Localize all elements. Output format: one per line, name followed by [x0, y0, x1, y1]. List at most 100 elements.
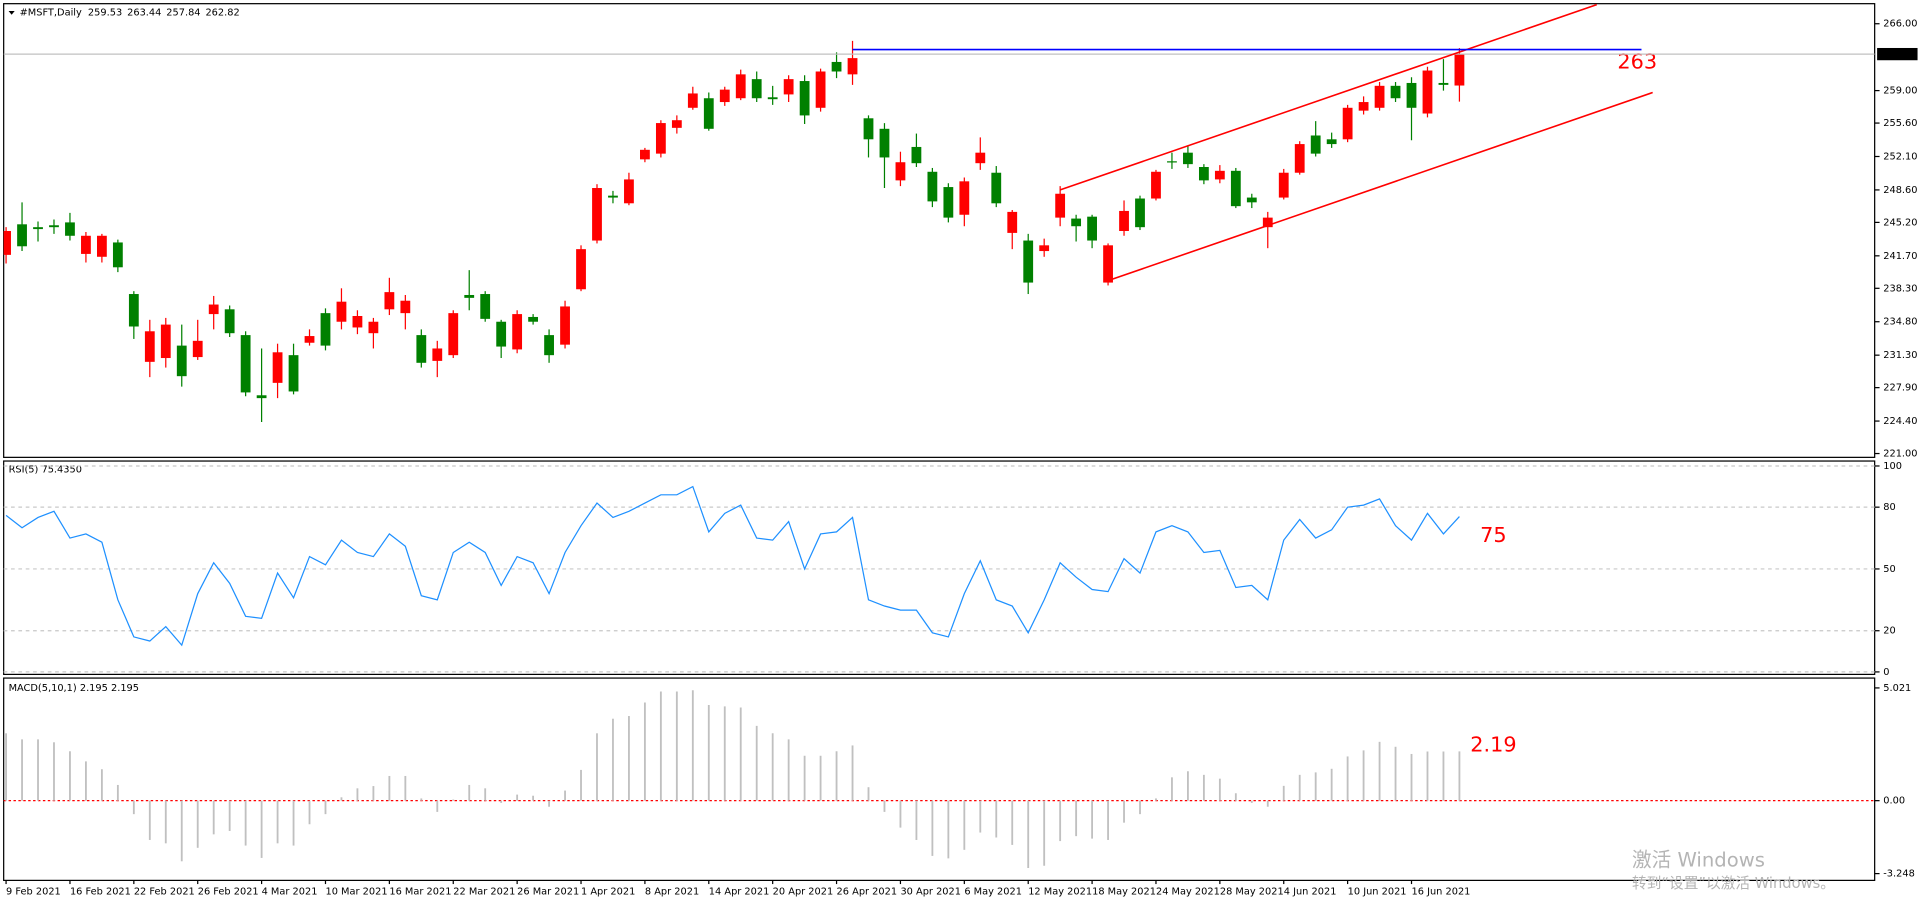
candle-body [751, 79, 762, 99]
y-tick-label: 20 [1883, 626, 1895, 637]
candle-body [65, 222, 75, 236]
candle-body [1358, 102, 1369, 111]
candle-body [783, 79, 794, 95]
candle-body [224, 309, 235, 334]
candle-body [608, 195, 618, 198]
trend-line [1059, 3, 1598, 191]
x-tick-label: 10 Mar 2021 [325, 886, 387, 897]
x-tick-label: 20 Apr 2021 [773, 886, 834, 897]
candle-body [703, 98, 714, 129]
candle-body [1039, 245, 1050, 252]
candle-body [1151, 171, 1161, 199]
y-tick-label: 221.00 [1883, 449, 1917, 460]
y-tick-label: 248.60 [1883, 185, 1917, 196]
x-tick-label: 4 Jun 2021 [1284, 886, 1337, 897]
candle-body [576, 249, 586, 290]
candle-body [975, 152, 986, 164]
candle-body [767, 97, 778, 100]
x-tick-label: 30 Apr 2021 [900, 886, 961, 897]
macd-panel [3, 677, 1876, 881]
candle-body [879, 128, 890, 158]
candle-body [1246, 197, 1257, 203]
x-tick-label: 18 May 2021 [1092, 886, 1156, 897]
menu-arrow [8, 11, 15, 15]
candle-body [1342, 107, 1353, 140]
last-price-label: 262.82 [1881, 49, 1915, 60]
x-tick-label: 9 Feb 2021 [6, 886, 61, 897]
candle-body [735, 74, 746, 99]
header-open: 259.53 [88, 7, 122, 18]
candle-body [991, 172, 1002, 204]
candle-body [384, 292, 395, 310]
x-tick-label: 26 Feb 2021 [198, 886, 259, 897]
x-tick-label: 16 Mar 2021 [389, 886, 451, 897]
candle-body [176, 345, 187, 377]
x-tick-label: 8 Apr 2021 [645, 886, 699, 897]
candle-body [959, 181, 970, 215]
candle-body [1071, 218, 1082, 227]
header-close: 262.82 [205, 7, 239, 18]
watermark: 转到“设置”以激活 Windows。 [1632, 875, 1835, 892]
x-tick-label: 4 Mar 2021 [262, 886, 318, 897]
y-tick-label: 0 [1883, 667, 1889, 678]
candle-body [895, 162, 906, 181]
x-tick-label: 22 Mar 2021 [453, 886, 515, 897]
x-tick-label: 6 May 2021 [964, 886, 1022, 897]
x-tick-label: 24 May 2021 [1156, 886, 1220, 897]
candle-body [160, 324, 171, 359]
y-tick-label: 100 [1883, 461, 1902, 472]
candle-body [496, 321, 507, 347]
candle-body [432, 348, 443, 361]
candle-body [1406, 82, 1417, 108]
candle-body [17, 224, 27, 247]
candle-body [448, 313, 459, 356]
header-low: 257.84 [166, 7, 200, 18]
candle-body [1103, 245, 1113, 283]
candle-body [1135, 198, 1145, 228]
candle-body [544, 335, 554, 356]
candle-body [464, 294, 475, 298]
y-tick-label: 259.00 [1883, 86, 1917, 97]
candle-body [400, 300, 411, 314]
y-tick-label: 252.10 [1883, 151, 1917, 162]
candle-body [1198, 167, 1209, 181]
candle-body [81, 235, 91, 254]
candle-body [272, 352, 283, 383]
y-tick-label: 5.021 [1883, 683, 1911, 694]
candle-body [1214, 170, 1225, 180]
y-tick-label: 245.20 [1883, 217, 1917, 228]
candle-body [416, 335, 427, 363]
candle-body [687, 93, 698, 108]
y-tick-label: 241.70 [1883, 251, 1917, 262]
candle-body [624, 179, 634, 204]
candle-body [288, 355, 299, 392]
symbol: #MSFT,Daily [20, 7, 82, 18]
candle-body [863, 118, 874, 140]
candle-body [1310, 135, 1321, 154]
y-tick-label: 238.30 [1883, 283, 1917, 294]
y-tick-label: 231.30 [1883, 350, 1917, 361]
candle-body [192, 340, 203, 358]
candle-body [1294, 144, 1305, 173]
candle-body [671, 120, 682, 128]
x-tick-label: 26 Apr 2021 [837, 886, 898, 897]
trend-line [1107, 91, 1653, 282]
price-plot [3, 3, 1875, 423]
candle-body [655, 123, 666, 154]
y-tick-label: 0.00 [1883, 796, 1905, 807]
candle-body [1326, 139, 1337, 145]
candle-body [33, 227, 43, 230]
y-tick-label: -3.248 [1883, 869, 1915, 880]
candle-body [240, 335, 251, 393]
y-tick-label: 227.90 [1883, 383, 1917, 394]
candle-body [1167, 161, 1177, 163]
macd-annotation: 2.19 [1470, 732, 1516, 756]
candle-body [1422, 70, 1433, 114]
x-tick-label: 16 Feb 2021 [70, 886, 131, 897]
candle-body [480, 294, 491, 319]
y-tick-label: 50 [1883, 564, 1895, 575]
candle-body [208, 304, 219, 315]
candle-body [719, 89, 730, 103]
candle-body [256, 395, 267, 399]
